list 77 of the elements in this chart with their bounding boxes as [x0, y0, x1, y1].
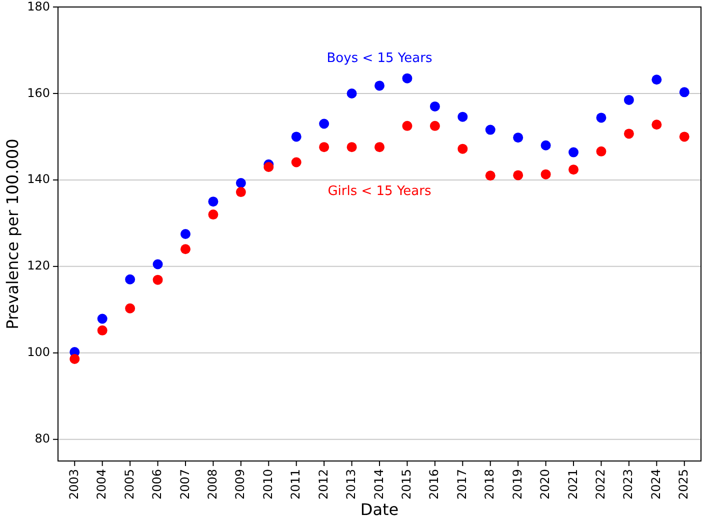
point: [568, 164, 579, 175]
point: [125, 274, 136, 284]
point: [596, 146, 606, 156]
point: [624, 128, 634, 139]
point: [430, 120, 440, 131]
point: [152, 259, 163, 270]
x-tick-label: 2020: [538, 469, 552, 500]
y-tick-label: 160: [27, 86, 50, 100]
point: [180, 244, 190, 254]
point: [319, 142, 330, 152]
y-tick-label: 140: [27, 172, 50, 186]
series-label: Boys < 15 Years: [326, 50, 432, 66]
point: [513, 170, 524, 180]
x-tick-label: 2007: [178, 469, 192, 500]
point: [70, 354, 80, 364]
point: [236, 187, 246, 198]
x-tick-label: 2014: [372, 469, 386, 500]
point: [319, 118, 330, 129]
x-tick-label: 2016: [427, 469, 442, 500]
point: [540, 169, 551, 180]
point: [125, 303, 136, 314]
x-tick-label: 2024: [648, 469, 663, 500]
y-tick-label: 180: [27, 0, 50, 14]
x-tick-label: 2018: [482, 469, 497, 500]
point: [236, 178, 246, 188]
point: [264, 162, 274, 172]
point: [513, 132, 524, 143]
x-axis-title: Date: [360, 500, 399, 519]
point: [652, 120, 662, 130]
x-tick-label: 2017: [454, 469, 469, 500]
text: Girls < 15 Years: [328, 184, 432, 200]
point: [402, 73, 412, 84]
x-tick-label: 2006: [150, 469, 164, 500]
point: [568, 147, 579, 158]
point: [346, 88, 357, 98]
x-tick-label: 2022: [594, 469, 608, 500]
point: [374, 142, 384, 152]
point: [97, 325, 108, 336]
point: [458, 144, 468, 154]
x-tick-label: 2011: [288, 469, 303, 500]
y-axis-title: Prevalence per 100.000: [3, 138, 22, 330]
x-tick-label: 2019: [510, 469, 524, 500]
point: [485, 124, 496, 135]
point: [679, 132, 690, 142]
x-tick-label: 2015: [399, 469, 414, 500]
point: [402, 120, 412, 131]
x-tick-label: 2008: [205, 469, 220, 500]
x-tick-label: 2010: [260, 469, 275, 500]
point: [374, 80, 384, 91]
y-tick-label: 120: [27, 258, 50, 273]
x-tick-label: 2013: [344, 469, 358, 500]
point: [679, 87, 690, 98]
point: [346, 142, 357, 152]
x-tick-label: 2023: [621, 469, 636, 500]
point: [540, 140, 551, 150]
point: [596, 112, 606, 123]
point: [208, 210, 218, 220]
point: [291, 132, 302, 142]
y-tick-label: 100: [27, 345, 50, 360]
point: [180, 229, 190, 239]
point: [458, 112, 468, 122]
x-tick-label: 2004: [94, 469, 109, 500]
x-tick-label: 2021: [566, 469, 580, 500]
x-tick-label: 2003: [66, 469, 81, 500]
x-tick-label: 2025: [676, 469, 691, 500]
point: [291, 157, 302, 168]
point: [152, 274, 163, 285]
x-tick-label: 2009: [233, 469, 248, 500]
x-tick-label: 2005: [122, 469, 136, 500]
y-tick-label: 80: [34, 432, 50, 446]
point: [652, 74, 662, 85]
point: [208, 196, 218, 207]
point: [97, 314, 108, 324]
point: [624, 94, 634, 105]
point: [485, 170, 496, 181]
x-tick-label: 2012: [316, 469, 330, 500]
point: [430, 101, 440, 112]
